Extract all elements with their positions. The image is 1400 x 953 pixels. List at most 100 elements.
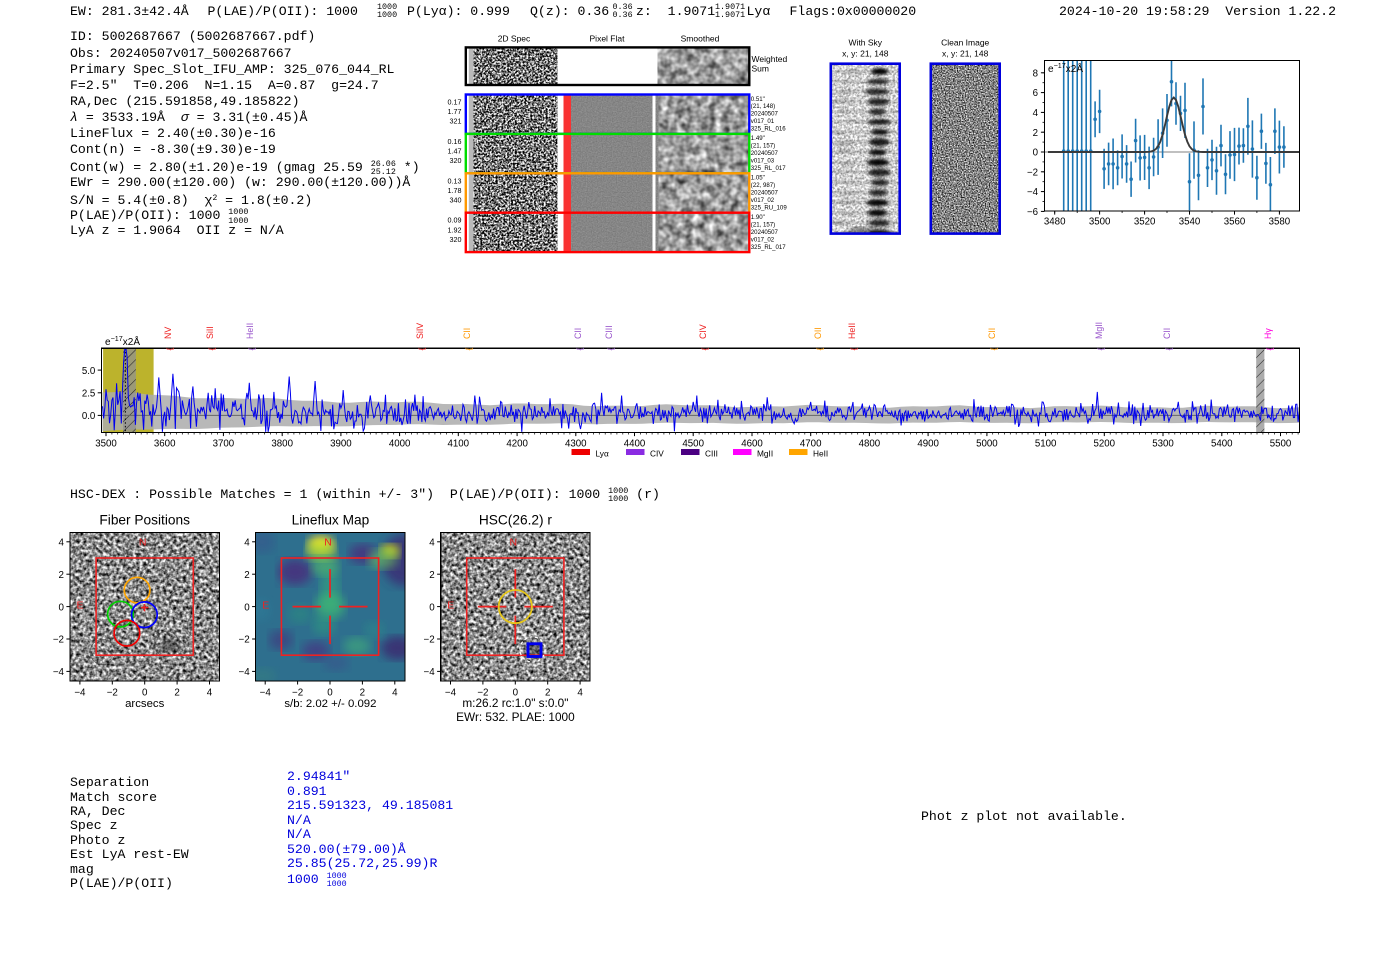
svg-text:4: 4: [207, 687, 213, 698]
svg-text:0: 0: [142, 687, 148, 698]
svg-text:CIV: CIV: [650, 449, 664, 459]
svg-text:3500: 3500: [1089, 217, 1111, 228]
svg-text:3500: 3500: [95, 439, 117, 450]
svg-text:−4: −4: [1027, 187, 1039, 198]
svg-text:320: 320: [450, 235, 462, 244]
svg-text:3520: 3520: [1134, 217, 1156, 228]
svg-text:HeII: HeII: [847, 323, 857, 339]
svg-text:m:26.2 rc:1.0" s:0.0": m:26.2 rc:1.0" s:0.0": [462, 696, 568, 710]
svg-text:{: {: [989, 348, 999, 351]
svg-text:3700: 3700: [213, 439, 235, 450]
svg-text:−2: −2: [292, 687, 303, 698]
svg-text:{: {: [165, 348, 175, 351]
svg-text:4: 4: [429, 538, 435, 549]
svg-text:0: 0: [429, 602, 435, 613]
svg-text:−2: −2: [1027, 167, 1038, 178]
svg-text:20240507: 20240507: [751, 111, 779, 118]
svg-text:5.0: 5.0: [82, 366, 96, 377]
svg-text:4: 4: [59, 538, 65, 549]
svg-text:{: {: [700, 348, 710, 351]
svg-text:CIII: CIII: [604, 325, 614, 339]
svg-text:2D Spec: 2D Spec: [498, 34, 531, 44]
svg-text:CII: CII: [573, 328, 583, 339]
svg-text:Hγ: Hγ: [1263, 328, 1273, 339]
svg-text:2: 2: [1033, 128, 1038, 139]
svg-text:−4: −4: [53, 667, 65, 678]
svg-text:4700: 4700: [800, 439, 822, 450]
svg-text:(22, 987): (22, 987): [751, 182, 775, 189]
svg-text:0.0: 0.0: [82, 411, 96, 422]
svg-text:340: 340: [450, 196, 462, 205]
svg-text:20240507: 20240507: [751, 229, 779, 236]
svg-text:{: {: [606, 348, 616, 351]
svg-text:SiIV: SiIV: [415, 323, 425, 339]
svg-text:5200: 5200: [1094, 439, 1116, 450]
svg-text:325_RU_109: 325_RU_109: [751, 204, 788, 211]
svg-text:−2: −2: [53, 635, 64, 646]
svg-text:E: E: [262, 600, 269, 612]
svg-text:3480: 3480: [1044, 217, 1066, 228]
svg-text:−2: −2: [477, 687, 488, 698]
svg-text:−2: −2: [424, 635, 435, 646]
svg-text:{: {: [1265, 348, 1275, 351]
svg-text:4200: 4200: [506, 439, 528, 450]
svg-text:0.51": 0.51": [751, 96, 765, 103]
svg-text:N: N: [139, 536, 147, 548]
svg-text:CII: CII: [987, 328, 997, 339]
svg-text:MgII: MgII: [757, 449, 773, 459]
svg-text:HeII: HeII: [813, 449, 828, 459]
svg-text:E: E: [76, 600, 83, 612]
svg-text:2: 2: [360, 687, 365, 698]
svg-text:6: 6: [1033, 88, 1038, 99]
svg-text:v017_01: v017_01: [751, 118, 775, 125]
svg-text:{: {: [1164, 348, 1174, 351]
svg-text:Weighted: Weighted: [752, 54, 788, 64]
svg-text:3900: 3900: [330, 439, 352, 450]
svg-text:2: 2: [59, 570, 64, 581]
svg-text:0.17: 0.17: [448, 98, 462, 107]
svg-text:1.47: 1.47: [448, 147, 462, 156]
svg-text:321: 321: [450, 117, 462, 126]
svg-text:Lineflux Map: Lineflux Map: [292, 513, 370, 528]
svg-text:4300: 4300: [565, 439, 587, 450]
svg-text:1.92: 1.92: [448, 225, 462, 234]
svg-text:4600: 4600: [741, 439, 763, 450]
svg-text:−4: −4: [424, 667, 436, 678]
svg-text:2: 2: [545, 687, 550, 698]
svg-text:3560: 3560: [1224, 217, 1246, 228]
svg-text:4: 4: [392, 687, 398, 698]
svg-text:325_RL_017: 325_RL_017: [751, 165, 787, 172]
svg-text:CIV: CIV: [698, 324, 708, 339]
svg-text:320: 320: [450, 156, 462, 165]
svg-text:x, y: 21, 148: x, y: 21, 148: [942, 49, 989, 59]
svg-text:0.16: 0.16: [448, 137, 462, 146]
svg-text:0: 0: [327, 687, 333, 698]
svg-text:3540: 3540: [1179, 217, 1201, 228]
svg-text:0: 0: [513, 687, 519, 698]
svg-text:{: {: [1096, 348, 1106, 351]
svg-text:Fiber Positions: Fiber Positions: [99, 513, 190, 528]
svg-text:20240507: 20240507: [751, 190, 779, 197]
svg-text:{: {: [207, 348, 217, 351]
svg-text:−6: −6: [1027, 207, 1038, 218]
svg-text:0: 0: [244, 602, 250, 613]
svg-text:{: {: [849, 348, 859, 351]
svg-text:4: 4: [577, 687, 583, 698]
svg-text:{: {: [417, 348, 427, 351]
svg-text:1.49": 1.49": [751, 135, 765, 142]
svg-text:1.78: 1.78: [448, 186, 462, 195]
svg-text:4: 4: [1033, 108, 1039, 119]
svg-text:3800: 3800: [271, 439, 293, 450]
svg-text:Pixel Flat: Pixel Flat: [590, 34, 626, 44]
svg-text:−4: −4: [239, 667, 251, 678]
svg-text:4: 4: [244, 538, 250, 549]
svg-text:{: {: [575, 348, 585, 351]
svg-text:EWr: 532. PLAE: 1000: EWr: 532. PLAE: 1000: [456, 710, 575, 724]
svg-text:e−17x2Å: e−17x2Å: [105, 334, 140, 348]
svg-text:v017_02: v017_02: [751, 236, 775, 243]
svg-text:−2: −2: [107, 687, 118, 698]
svg-text:1.77: 1.77: [448, 107, 462, 116]
svg-text:{: {: [815, 348, 825, 351]
svg-text:−4: −4: [74, 687, 86, 698]
svg-text:0.09: 0.09: [448, 216, 462, 225]
